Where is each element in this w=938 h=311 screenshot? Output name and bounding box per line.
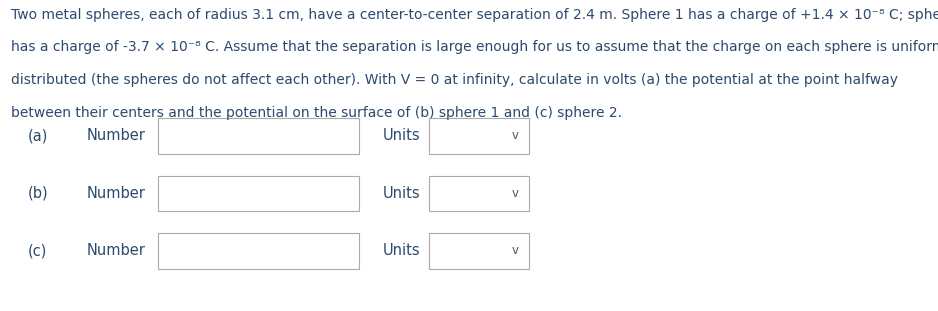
Text: (c): (c) — [28, 244, 48, 258]
Text: v: v — [511, 187, 519, 200]
FancyBboxPatch shape — [429, 118, 529, 154]
Text: (a): (a) — [28, 128, 49, 143]
Text: Units: Units — [383, 186, 420, 201]
FancyBboxPatch shape — [158, 118, 359, 154]
Text: Number: Number — [86, 244, 145, 258]
Text: Units: Units — [383, 244, 420, 258]
Text: Units: Units — [383, 128, 420, 143]
Text: Number: Number — [86, 128, 145, 143]
Text: has a charge of -3.7 × 10⁻⁸ C. Assume that the separation is large enough for us: has a charge of -3.7 × 10⁻⁸ C. Assume th… — [11, 40, 938, 54]
Text: distributed (the spheres do not affect each other). With V = 0 at infinity, calc: distributed (the spheres do not affect e… — [11, 73, 899, 87]
Text: v: v — [511, 244, 519, 258]
Text: (b): (b) — [28, 186, 49, 201]
Text: v: v — [511, 129, 519, 142]
Text: Two metal spheres, each of radius 3.1 cm, have a center-to-center separation of : Two metal spheres, each of radius 3.1 cm… — [11, 8, 938, 22]
FancyBboxPatch shape — [158, 175, 359, 211]
Text: between their centers and the potential on the surface of (b) sphere 1 and (c) s: between their centers and the potential … — [11, 106, 622, 120]
FancyBboxPatch shape — [429, 233, 529, 269]
Text: Number: Number — [86, 186, 145, 201]
FancyBboxPatch shape — [158, 233, 359, 269]
FancyBboxPatch shape — [429, 175, 529, 211]
